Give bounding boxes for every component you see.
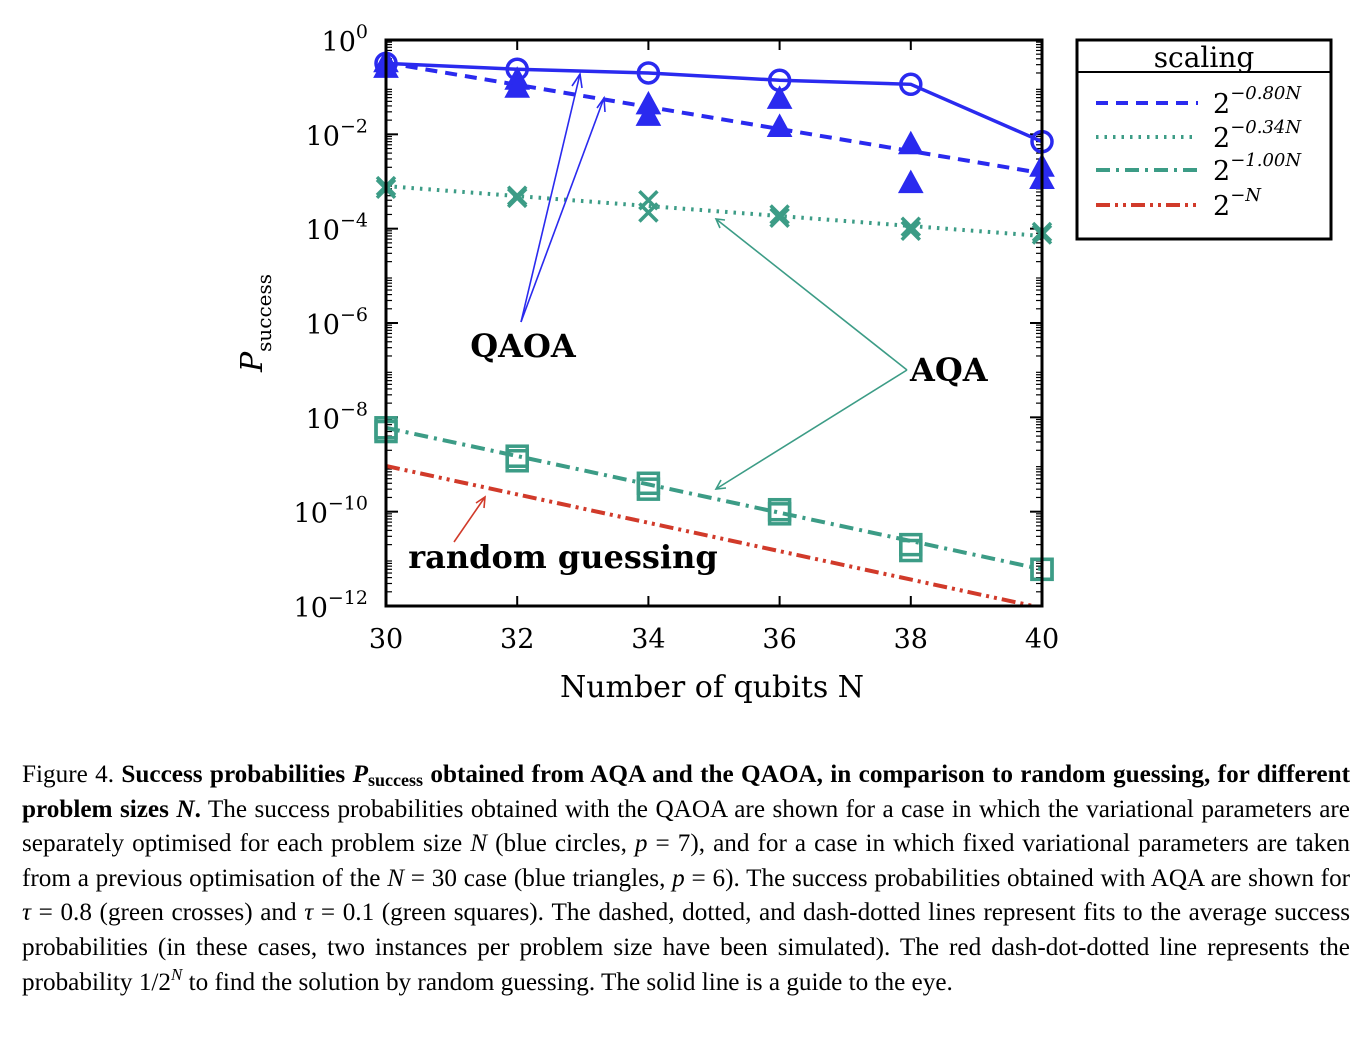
cross-marker bbox=[900, 216, 922, 237]
x-tick-label: 34 bbox=[631, 624, 665, 655]
y-axis-title-symbol: P bbox=[235, 351, 270, 373]
legend-box bbox=[1075, 38, 1333, 241]
qaoa-arrow-1 bbox=[520, 73, 581, 323]
caption-bold-title: Success probabilities Psuccess obtained … bbox=[22, 761, 1351, 823]
y-tick-label: 10−10 bbox=[294, 493, 368, 530]
caption-body: The success probabilities obtained with … bbox=[22, 795, 1351, 996]
square-marker bbox=[899, 538, 923, 563]
qaoa-arrow-2 bbox=[520, 97, 605, 323]
x-tick-label: 36 bbox=[762, 624, 796, 655]
cross-marker bbox=[769, 204, 790, 225]
x-tick-label: 32 bbox=[500, 624, 534, 655]
triangle-marker bbox=[897, 169, 924, 194]
annotations: QAOA AQA random guessing bbox=[408, 71, 989, 576]
y-tick-label: 10−2 bbox=[306, 115, 368, 152]
cross-marker bbox=[638, 202, 659, 223]
triangle-marker bbox=[504, 74, 531, 98]
y-tick-label: 100 bbox=[322, 21, 368, 58]
y-tick-label: 10−6 bbox=[306, 304, 368, 341]
circle-marker bbox=[899, 72, 923, 97]
square-marker bbox=[505, 449, 529, 473]
legend-label: 2−0.80N bbox=[1213, 83, 1302, 120]
fit-line bbox=[386, 464, 1042, 606]
random-arrow bbox=[453, 496, 486, 543]
aqa-arrow-2 bbox=[715, 369, 908, 490]
fit-line bbox=[386, 184, 1042, 238]
x-tick-label: 40 bbox=[1025, 624, 1059, 655]
x-tick-label: 38 bbox=[894, 624, 928, 655]
aqa-arrow-1 bbox=[715, 218, 908, 371]
square-marker bbox=[767, 502, 792, 526]
chart: 30 32 34 36 38 40 100 10−2 10−4 10−6 10−8 10−10 10−1… bbox=[235, 21, 1333, 705]
triangle-marker bbox=[766, 85, 793, 109]
circle-marker bbox=[636, 61, 661, 85]
annotation-aqa: AQA bbox=[909, 351, 989, 389]
legend-label: 2−1.00N bbox=[1213, 150, 1302, 187]
triangle-marker bbox=[635, 102, 662, 126]
tick-labels: 30 32 34 36 38 40 100 10−2 10−4 10−6 10−8 10−10 10−1… bbox=[294, 21, 1060, 655]
series-markers bbox=[373, 48, 1055, 582]
figure-caption: Figure 4. Success probabilities Psuccess… bbox=[22, 758, 1350, 1000]
plot-frame bbox=[384, 38, 1044, 608]
y-tick-label: 10−12 bbox=[294, 587, 368, 624]
cross-marker bbox=[769, 207, 790, 229]
annotation-qaoa: QAOA bbox=[470, 327, 577, 365]
svg-text:Psuccess: Psuccess bbox=[235, 274, 276, 373]
legend-label: 2−0.34N bbox=[1213, 117, 1302, 154]
square-marker bbox=[636, 477, 661, 501]
y-axis-title-subscript: success bbox=[252, 274, 276, 352]
x-tick-label: 30 bbox=[369, 624, 403, 655]
annotation-random-guessing: random guessing bbox=[408, 538, 717, 576]
fit-line bbox=[386, 60, 1042, 176]
y-tick-label: 10−8 bbox=[306, 398, 368, 435]
legend-label: 2−N bbox=[1213, 185, 1262, 222]
legend-title: scaling bbox=[1154, 41, 1255, 74]
series-lines bbox=[386, 60, 1042, 606]
caption-label: Figure 4. bbox=[22, 761, 115, 788]
cross-marker bbox=[506, 187, 528, 209]
fit-line bbox=[386, 425, 1042, 572]
triangle-marker bbox=[766, 113, 793, 137]
cross-marker bbox=[900, 220, 922, 242]
y-tick-label: 10−4 bbox=[306, 210, 368, 247]
triangle-marker bbox=[897, 130, 924, 155]
x-axis-title: Number of qubits N bbox=[560, 670, 864, 705]
guide-line bbox=[386, 61, 1042, 144]
y-axis-title: Psuccess bbox=[235, 274, 276, 373]
axis-ticks bbox=[385, 39, 1043, 607]
